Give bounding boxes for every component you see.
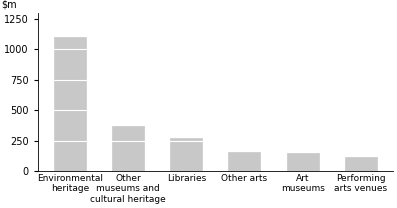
Bar bbox=[112, 126, 144, 171]
Bar bbox=[54, 37, 86, 171]
Bar bbox=[228, 152, 260, 171]
Bar bbox=[170, 138, 202, 171]
Bar bbox=[345, 157, 377, 171]
Y-axis label: $m: $m bbox=[2, 0, 17, 10]
Bar bbox=[287, 153, 318, 171]
